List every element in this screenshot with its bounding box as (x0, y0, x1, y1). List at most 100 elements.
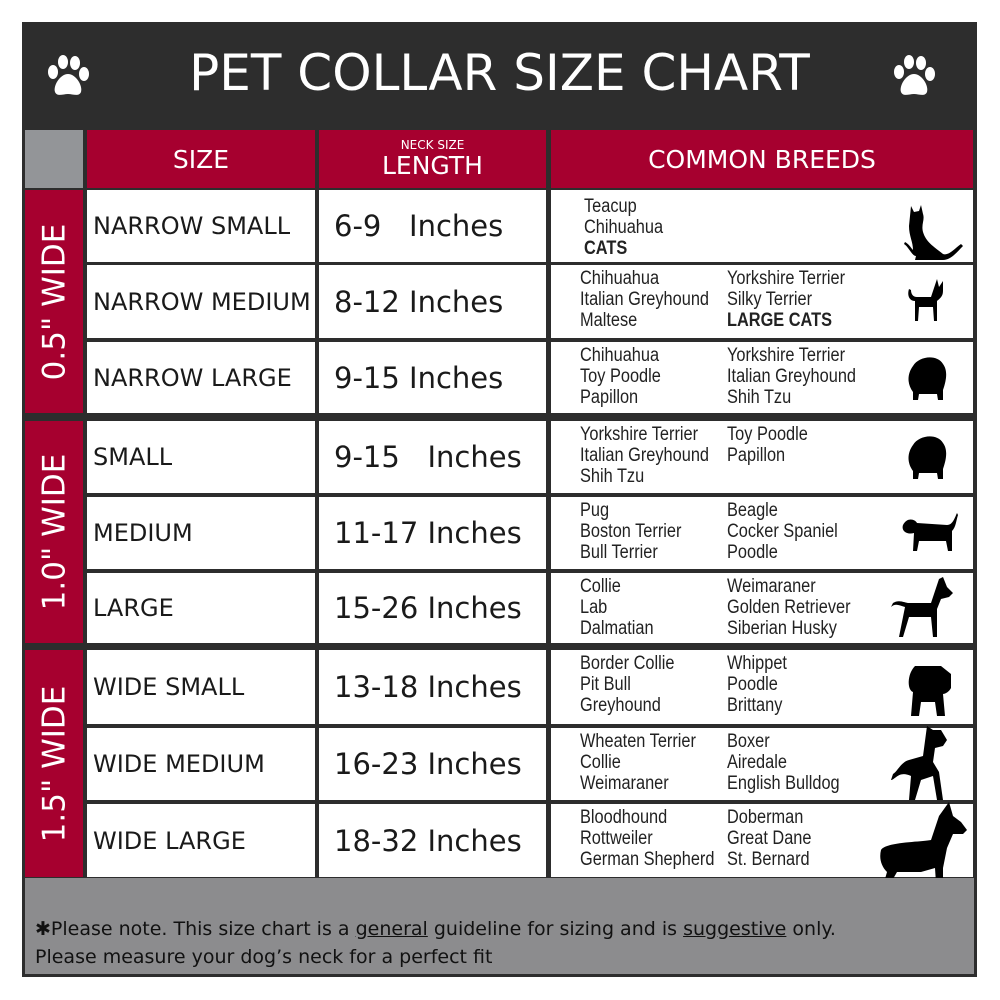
column-header-length: NECK SIZE LENGTH (319, 130, 546, 188)
breed-name: Doberman (727, 807, 804, 828)
breed-name: CATS (584, 238, 628, 259)
breed-name: Yorkshire Terrier (580, 424, 699, 445)
column-header-size: SIZE (87, 130, 315, 188)
breed-name: Rottweiler (580, 828, 653, 849)
paw-icon (894, 55, 935, 95)
size-cell: NARROW MEDIUM (87, 265, 315, 338)
column-header-size-label: SIZE (172, 144, 230, 174)
footer-line-1: ✱Please note. This size chart is a gener… (35, 918, 836, 940)
column-header-length-label: LENGTH (382, 150, 483, 180)
breeds-col-2: Toy Poodle Papillon (727, 424, 808, 466)
size-cell: WIDE SMALL (87, 650, 315, 724)
breed-name: Wheaten Terrier (580, 731, 696, 752)
note-emphasis: general (355, 918, 428, 940)
breeds-col-2: Yorkshire Terrier Italian Greyhound Shih T… (727, 345, 856, 408)
breed-name: Weimaraner (580, 773, 669, 794)
length-cell: 15-26 Inches (319, 573, 546, 643)
size-cell: LARGE (87, 573, 315, 643)
breed-name: Italian Greyhound (580, 445, 709, 466)
breed-name: Toy Poodle (580, 366, 661, 387)
breed-name: Shih Tzu (580, 466, 645, 487)
breeds-col-1: Yorkshire Terrier Italian Greyhound Shih T… (580, 424, 709, 487)
breeds-col-1: Bloodhound Rottweiler German Shepherd (580, 807, 714, 870)
breed-name: Maltese (580, 310, 638, 331)
breeds-col-1: Chihuahua Toy Poodle Papillon (580, 345, 661, 408)
breeds-cell: Pug Boston Terrier Bull Terrier Beagle Cocke… (551, 497, 973, 569)
breeds-col-1: Border Collie Pit Bull Greyhound (580, 653, 674, 716)
note-text: ✱Please note. This size chart is a (35, 918, 356, 940)
breed-name: Dalmatian (580, 618, 654, 639)
paw-icon (48, 55, 89, 95)
breed-name: Great Dane (727, 828, 812, 849)
note-text: only. (786, 918, 836, 940)
length-cell: 9-15 Inches (319, 342, 546, 413)
breed-name: Beagle (727, 500, 778, 521)
breed-name: Bloodhound (580, 807, 668, 828)
breed-name: LARGE CATS (727, 310, 833, 331)
breeds-cell: Wheaten Terrier Collie Weimaraner Boxer Aire… (551, 728, 973, 800)
length-cell: 18-32 Inches (319, 804, 546, 877)
breed-name: Italian Greyhound (727, 366, 856, 387)
footer-note: ✱Please note. This size chart is a gener… (25, 878, 974, 974)
breed-name: Boston Terrier (580, 521, 682, 542)
breed-name: Chihuahua (580, 268, 660, 289)
breed-name: Toy Poodle (727, 424, 808, 445)
size-chart: PET COLLAR SIZE CHART SIZE NECK SIZE LENG… (22, 22, 977, 977)
breeds-cell: Chihuahua Italian Greyhound Maltese Yorkshi… (551, 265, 973, 338)
breed-name: Poodle (727, 542, 778, 563)
width-band: 1.0" WIDE (25, 421, 83, 643)
width-band-label: 0.5" WIDE (36, 223, 73, 380)
note-emphasis: suggestive (683, 918, 787, 940)
breeds-col-2: Whippet Poodle Brittany (727, 653, 787, 716)
length-cell: 6-9 Inches (319, 190, 546, 262)
breed-name: Silky Terrier (727, 289, 813, 310)
fluffy-dog-icon (907, 356, 947, 406)
breed-name: Pit Bull (580, 674, 631, 695)
breed-name: German Shepherd (580, 849, 715, 870)
breeds-col-1: Collie Lab Dalmatian (580, 576, 654, 639)
length-cell: 16-23 Inches (319, 728, 546, 800)
length-cell: 11-17 Inches (319, 497, 546, 569)
breed-name: Chihuahua (584, 217, 664, 238)
breed-name: Papillon (727, 445, 786, 466)
breed-name: Weimaraner (727, 576, 816, 597)
breed-name: St. Bernard (727, 849, 810, 870)
length-cell: 13-18 Inches (319, 650, 546, 724)
breeds-col-2: Doberman Great Dane St. Bernard (727, 807, 811, 870)
breeds-cell: Chihuahua Toy Poodle Papillon Yorkshire Ter… (551, 342, 973, 413)
footer-line-2: Please measure your dog’s neck for a per… (35, 946, 493, 968)
breed-name: Golden Retriever (727, 597, 851, 618)
breed-name: Italian Greyhound (580, 289, 709, 310)
column-header-breeds-label: COMMON BREEDS (648, 144, 876, 174)
breed-name: Boxer (727, 731, 770, 752)
note-text: guideline for sizing and is (427, 918, 684, 940)
breeds-col-2: Beagle Cocker Spaniel Poodle (727, 500, 838, 563)
breed-name: Teacup (584, 196, 637, 217)
pitbull-icon (891, 726, 953, 806)
size-cell: NARROW SMALL (87, 190, 315, 262)
size-cell: WIDE LARGE (87, 804, 315, 877)
breeds-col-2: Boxer Airedale English Bulldog (727, 731, 840, 794)
column-header-breeds: COMMON BREEDS (551, 130, 973, 188)
breed-name: Cocker Spaniel (727, 521, 838, 542)
breeds-col-2: Yorkshire Terrier Silky Terrier LARGE CATS (727, 268, 845, 331)
header: PET COLLAR SIZE CHART (22, 22, 977, 128)
page-title: PET COLLAR SIZE CHART (189, 44, 810, 102)
breeds-col-1: Pug Boston Terrier Bull Terrier (580, 500, 681, 563)
doberman-icon (863, 802, 967, 906)
breed-name: Collie (580, 576, 621, 597)
column-header-length-sub: NECK SIZE (400, 137, 465, 152)
breed-name: Whippet (727, 653, 787, 674)
cat-sitting-icon (901, 204, 963, 264)
breed-name: Papillon (580, 387, 639, 408)
length-cell: 8-12 Inches (319, 265, 546, 338)
breed-name: Greyhound (580, 695, 661, 716)
width-band-label: 1.5" WIDE (36, 685, 73, 842)
width-band-label: 1.0" WIDE (36, 453, 73, 611)
breed-name: Airedale (727, 752, 787, 773)
breeds-cell: Yorkshire Terrier Italian Greyhound Shih T… (551, 421, 973, 493)
bulldog-icon (907, 664, 955, 722)
breeds-col-2: Weimaraner Golden Retriever Siberian Husky (727, 576, 851, 639)
size-cell: MEDIUM (87, 497, 315, 569)
breeds-cell: Border Collie Pit Bull Greyhound Whippet Poo… (551, 650, 973, 724)
